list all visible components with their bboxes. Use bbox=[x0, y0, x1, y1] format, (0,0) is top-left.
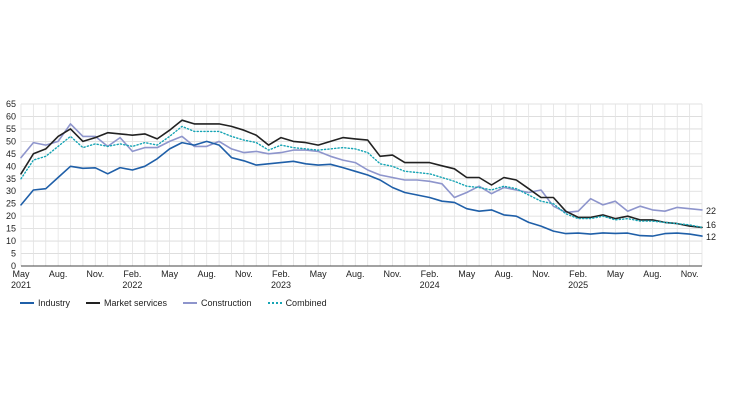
y-tick-label: 10 bbox=[6, 236, 16, 246]
x-tick-year-label: 2023 bbox=[271, 280, 291, 290]
x-tick-label: May bbox=[161, 269, 179, 279]
series-line-industry bbox=[20, 140, 703, 237]
legend-item-combined: Combined bbox=[267, 298, 327, 308]
x-tick-label: May bbox=[310, 269, 328, 279]
chart-legend: Industry Market services Construction Co… bbox=[20, 298, 327, 308]
y-tick-label: 50 bbox=[6, 136, 16, 146]
y-tick-label: 0 bbox=[11, 261, 16, 271]
x-tick-label: Aug. bbox=[643, 269, 662, 279]
y-tick-label: 60 bbox=[6, 111, 16, 121]
legend-item-market-services: Market services bbox=[86, 298, 167, 308]
y-tick-label: 45 bbox=[6, 149, 16, 159]
series-line-combined bbox=[20, 125, 703, 229]
y-tick-label: 30 bbox=[6, 186, 16, 196]
x-tick-label: May bbox=[12, 269, 30, 279]
x-tick-label: Nov. bbox=[681, 269, 699, 279]
legend-swatch-market-services bbox=[86, 302, 101, 304]
x-tick-label: Feb. bbox=[123, 269, 141, 279]
y-tick-label: 40 bbox=[6, 161, 16, 171]
legend-label-construction: Construction bbox=[201, 298, 252, 308]
x-tick-label: Nov. bbox=[235, 269, 253, 279]
y-tick-label: 65 bbox=[6, 99, 16, 109]
x-tick-label: Aug. bbox=[346, 269, 365, 279]
series-line-construction bbox=[20, 123, 703, 214]
x-tick-year-label: 2025 bbox=[568, 280, 588, 290]
legend-label-combined: Combined bbox=[285, 298, 327, 308]
y-tick-label: 35 bbox=[6, 174, 16, 184]
end-label-combined: 16 bbox=[706, 220, 716, 230]
x-tick-year-label: 2024 bbox=[420, 280, 440, 290]
end-label-industry: 12 bbox=[706, 232, 716, 242]
series-line-market-services bbox=[20, 119, 703, 229]
legend-label-industry: Industry bbox=[38, 298, 71, 308]
legend-swatch-combined bbox=[267, 302, 282, 304]
legend-item-industry: Industry bbox=[20, 298, 70, 308]
x-tick-label: Aug. bbox=[49, 269, 68, 279]
y-tick-label: 5 bbox=[11, 249, 16, 259]
x-tick-label: Aug. bbox=[197, 269, 216, 279]
x-tick-year-label: 2022 bbox=[122, 280, 142, 290]
x-tick-year-label: 2021 bbox=[11, 280, 31, 290]
x-tick-label: Aug. bbox=[495, 269, 514, 279]
y-axis-ticks: 0 5 10 15 20 25 30 35 40 45 50 55 60 65 bbox=[6, 99, 16, 271]
end-label-construction: 22 bbox=[706, 206, 716, 216]
chart-grid bbox=[20, 103, 703, 267]
legend-swatch-construction bbox=[183, 302, 198, 304]
y-tick-label: 20 bbox=[6, 211, 16, 221]
x-tick-label: Feb. bbox=[272, 269, 290, 279]
y-tick-label: 15 bbox=[6, 224, 16, 234]
x-tick-label: Feb. bbox=[569, 269, 587, 279]
x-tick-label: Nov. bbox=[384, 269, 402, 279]
x-tick-label: May bbox=[458, 269, 476, 279]
y-tick-label: 55 bbox=[6, 124, 16, 134]
x-tick-label: Feb. bbox=[421, 269, 439, 279]
legend-item-construction: Construction bbox=[183, 298, 252, 308]
y-tick-label: 25 bbox=[6, 199, 16, 209]
x-tick-label: May bbox=[607, 269, 625, 279]
end-labels: 22 16 12 bbox=[706, 206, 716, 242]
chart-series bbox=[20, 119, 703, 237]
x-tick-label: Nov. bbox=[86, 269, 104, 279]
legend-label-market-services: Market services bbox=[104, 298, 168, 308]
x-tick-label: Nov. bbox=[532, 269, 550, 279]
legend-swatch-industry bbox=[20, 302, 34, 304]
